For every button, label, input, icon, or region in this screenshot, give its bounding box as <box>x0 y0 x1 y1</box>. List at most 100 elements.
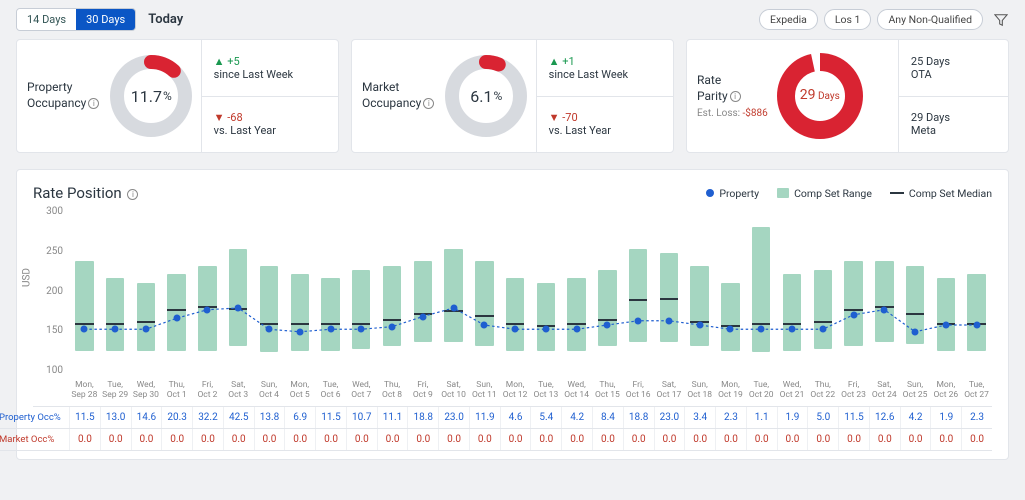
data-cell: 20.3 <box>161 407 192 428</box>
chart-column <box>623 206 654 376</box>
property-dot <box>850 311 857 318</box>
row-label: Property Occ% <box>0 407 69 428</box>
kpi-market-donut: 6.1% <box>442 52 530 140</box>
range-bar <box>229 249 247 347</box>
data-table: Property Occ%11.513.014.620.332.242.513.… <box>33 406 992 451</box>
property-dot <box>942 322 949 329</box>
chart-column <box>161 206 192 376</box>
x-label: Wed,Oct 14 <box>561 376 592 400</box>
data-cell: 0.0 <box>623 429 654 450</box>
data-cell: 12.6 <box>869 407 900 428</box>
data-cell: 0.0 <box>746 429 777 450</box>
chart-column <box>777 206 808 376</box>
data-cell: 0.0 <box>838 429 869 450</box>
data-cell: 4.2 <box>900 407 931 428</box>
range-bar <box>875 261 893 342</box>
y-tick: 300 <box>46 206 63 217</box>
median-mark <box>567 323 585 325</box>
x-label: Tue,Oct 13 <box>530 376 561 400</box>
info-icon[interactable]: i <box>730 91 741 102</box>
data-cell: 0.0 <box>684 429 715 450</box>
kpi-parity-donut: 29 Days <box>776 52 864 140</box>
range-bar <box>937 278 955 350</box>
property-dot <box>819 326 826 333</box>
x-label: Wed,Oct 21 <box>777 376 808 400</box>
top-right-group: Expedia Los 1 Any Non-Qualified <box>759 9 1009 30</box>
chart-column <box>561 206 592 376</box>
data-cell: 0.0 <box>377 429 408 450</box>
property-dot <box>450 305 457 312</box>
data-cell: 0.0 <box>777 429 808 450</box>
range-bar <box>167 274 185 351</box>
chart-column <box>284 206 315 376</box>
chart-plot <box>69 206 992 376</box>
delta-sub: since Last Week <box>549 68 661 81</box>
x-label: Fri,Oct 2 <box>192 376 223 400</box>
top-bar: 14 Days 30 Days Today Expedia Los 1 Any … <box>16 8 1009 31</box>
kpi-property-stat-week: ▲ +5 since Last Week <box>202 40 338 96</box>
filter-icon[interactable] <box>993 12 1009 28</box>
toggle-30-days[interactable]: 30 Days <box>76 9 135 30</box>
median-mark <box>814 321 832 323</box>
data-cell: 0.0 <box>254 429 285 450</box>
filter-pill-los[interactable]: Los 1 <box>824 9 872 30</box>
property-dot <box>481 322 488 329</box>
x-label: Fri,Oct 16 <box>623 376 654 400</box>
property-dot <box>973 322 980 329</box>
kpi-parity-right: 25 Days OTA 29 Days Meta <box>898 40 1008 152</box>
chart-legend: Property Comp Set Range Comp Set Median <box>706 187 992 200</box>
range-bar <box>567 278 585 350</box>
filter-pill-source[interactable]: Expedia <box>759 9 818 30</box>
median-mark <box>598 319 616 321</box>
data-cell: 1.1 <box>746 407 777 428</box>
range-bar <box>783 274 801 351</box>
chart-body: USD 300250200150100 <box>33 206 992 376</box>
info-icon[interactable]: i <box>88 98 99 109</box>
x-label: Tue,Oct 20 <box>746 376 777 400</box>
row-cells: 11.513.014.620.332.242.513.86.911.510.71… <box>69 407 992 428</box>
kpi-property-title-block: Property Occupancyi <box>27 80 99 111</box>
kpi-parity-title-1: Rate <box>697 73 768 89</box>
y-axis: USD 300250200150100 <box>33 206 69 376</box>
range-bar <box>137 283 155 351</box>
chart-column <box>684 206 715 376</box>
median-mark <box>260 323 278 325</box>
toggle-14-days[interactable]: 14 Days <box>17 9 76 30</box>
delta-sub: since Last Week <box>214 68 326 81</box>
data-cell: 0.0 <box>469 429 500 450</box>
data-cell: 0.0 <box>438 429 469 450</box>
data-cell: 11.9 <box>469 407 500 428</box>
range-bar <box>721 283 739 351</box>
property-dot <box>81 326 88 333</box>
range-bar <box>752 227 770 352</box>
property-dot <box>327 326 334 333</box>
data-cell: 0.0 <box>961 429 992 450</box>
kpi-market-title-1: Market <box>362 80 434 96</box>
legend-median: Comp Set Median <box>890 187 992 200</box>
median-mark <box>137 321 155 323</box>
x-label: Wed,Sep 30 <box>131 376 162 400</box>
chart-column <box>869 206 900 376</box>
delta-down: ▼ -68 <box>214 111 326 124</box>
info-icon[interactable]: i <box>127 189 138 200</box>
kpi-market-right: ▲ +1 since Last Week ▼ -70 vs. Last Year <box>536 40 673 152</box>
x-label: Tue,Sep 29 <box>100 376 131 400</box>
range-bar <box>506 278 524 350</box>
chart-column <box>438 206 469 376</box>
x-label: Thu,Oct 15 <box>592 376 623 400</box>
chart-column <box>377 206 408 376</box>
delta-down: ▼ -70 <box>549 111 661 124</box>
range-bar <box>967 274 985 351</box>
data-cell: 14.6 <box>131 407 162 428</box>
delta-sub: vs. Last Year <box>214 124 326 137</box>
chart-column <box>530 206 561 376</box>
range-bar <box>444 249 462 343</box>
median-mark <box>752 323 770 325</box>
chart-column <box>315 206 346 376</box>
info-icon[interactable]: i <box>423 98 434 109</box>
filter-pill-qualified[interactable]: Any Non-Qualified <box>877 9 983 30</box>
x-label: Mon,Oct 26 <box>930 376 961 400</box>
chart-title: Rate Position i <box>33 184 138 202</box>
median-mark <box>383 319 401 321</box>
median-mark <box>291 323 309 325</box>
